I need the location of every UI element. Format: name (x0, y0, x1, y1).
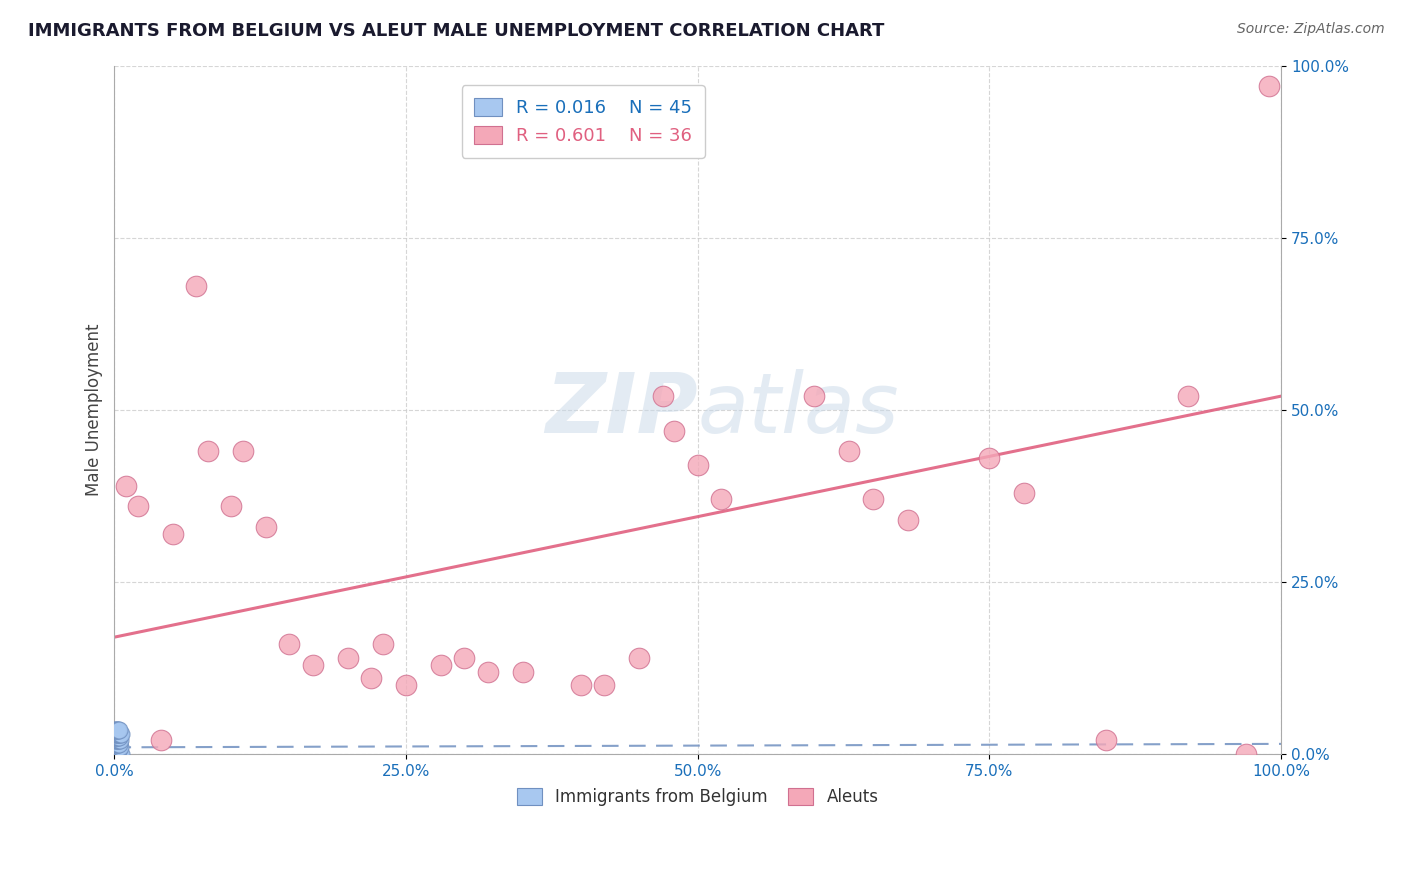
Legend: Immigrants from Belgium, Aleuts: Immigrants from Belgium, Aleuts (509, 780, 887, 814)
Point (104, 726, 127, 740)
Point (150, 733, 173, 747)
Point (1234, 747, 1257, 762)
Point (336, 650, 359, 665)
Point (593, 678, 616, 692)
Point (107, 737, 129, 751)
Point (105, 726, 128, 740)
Point (162, 526, 184, 541)
Point (110, 747, 132, 762)
Point (105, 737, 128, 751)
Text: IMMIGRANTS FROM BELGIUM VS ALEUT MALE UNEMPLOYMENT CORRELATION CHART: IMMIGRANTS FROM BELGIUM VS ALEUT MALE UN… (28, 22, 884, 40)
Point (107, 744, 129, 758)
Point (103, 744, 125, 758)
Point (110, 733, 132, 747)
Point (651, 389, 673, 403)
Point (108, 730, 131, 744)
Point (104, 730, 127, 744)
Point (104, 723, 127, 738)
Point (395, 678, 418, 692)
Point (127, 500, 149, 514)
Point (108, 733, 131, 747)
Point (104, 737, 127, 751)
Text: ZIP: ZIP (546, 369, 697, 450)
Point (477, 665, 499, 679)
Point (107, 730, 129, 744)
Point (360, 672, 382, 686)
Point (278, 637, 301, 651)
Point (108, 723, 131, 738)
Point (430, 657, 453, 672)
Point (108, 740, 131, 755)
Point (105, 747, 128, 762)
Point (105, 733, 128, 747)
Point (979, 451, 1001, 466)
Point (371, 637, 394, 651)
Point (103, 726, 125, 740)
Point (104, 744, 127, 758)
Text: Source: ZipAtlas.com: Source: ZipAtlas.com (1237, 22, 1385, 37)
Point (107, 733, 129, 747)
Point (115, 478, 138, 492)
Point (232, 444, 254, 458)
Point (664, 424, 686, 438)
Point (197, 444, 219, 458)
Point (1014, 485, 1036, 500)
Point (108, 726, 131, 740)
Point (710, 492, 733, 507)
Point (628, 650, 651, 665)
Point (512, 665, 534, 679)
Point (108, 747, 131, 762)
Point (686, 458, 709, 472)
Point (897, 513, 920, 527)
Point (838, 444, 860, 458)
Point (110, 747, 132, 762)
Point (862, 492, 884, 507)
Point (107, 723, 129, 738)
Point (103, 733, 125, 747)
Text: atlas: atlas (697, 369, 900, 450)
Point (105, 730, 128, 744)
Point (107, 726, 129, 740)
Point (107, 740, 129, 755)
Point (103, 737, 125, 751)
Point (803, 389, 825, 403)
Point (104, 747, 127, 762)
Point (1258, 79, 1281, 94)
Point (1095, 733, 1118, 747)
Point (103, 740, 125, 755)
Y-axis label: Male Unemployment: Male Unemployment (86, 324, 103, 496)
Point (103, 730, 125, 744)
Point (104, 740, 127, 755)
Point (108, 737, 131, 751)
Point (184, 279, 207, 293)
Point (219, 500, 242, 514)
Point (110, 740, 132, 755)
Point (1177, 389, 1199, 403)
Point (105, 723, 128, 738)
Point (103, 723, 125, 738)
Point (110, 726, 132, 740)
Point (254, 520, 277, 534)
Point (104, 733, 127, 747)
Point (453, 650, 475, 665)
Point (105, 744, 128, 758)
Point (103, 747, 125, 762)
Point (569, 678, 592, 692)
Point (105, 740, 128, 755)
Point (301, 657, 323, 672)
Point (107, 747, 129, 762)
Point (110, 726, 132, 740)
